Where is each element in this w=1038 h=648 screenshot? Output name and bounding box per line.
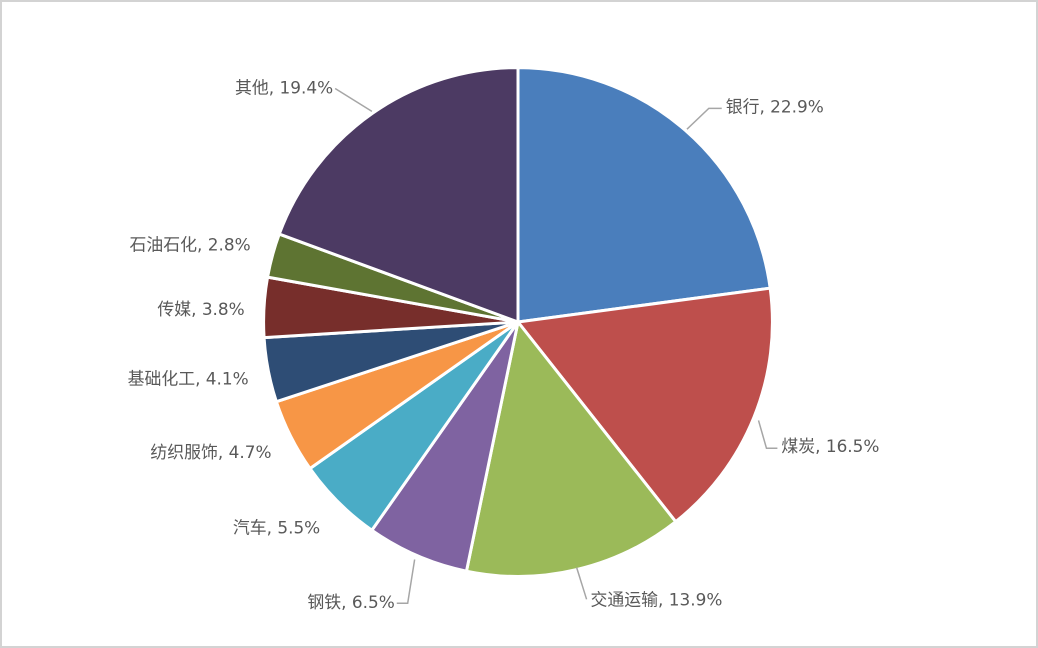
leader-line-9 <box>334 87 373 112</box>
slice-label-7: 传媒, 3.8% <box>157 299 244 319</box>
pie-slice-9 <box>277 66 520 324</box>
slice-label-8: 石油石化, 2.8% <box>130 234 251 254</box>
leader-line-1 <box>757 420 778 449</box>
leader-line-3 <box>396 559 416 605</box>
slice-label-6: 基础化工, 4.1% <box>128 369 249 389</box>
slice-label-9: 其他, 19.4% <box>235 77 333 97</box>
slice-label-3: 钢铁, 6.5% <box>307 592 394 612</box>
slice-label-1: 煤炭, 16.5% <box>781 436 879 456</box>
slice-label-4: 汽车, 5.5% <box>233 518 320 538</box>
leader-line-0 <box>686 107 722 130</box>
slice-label-2: 交通运输, 13.9% <box>591 589 723 609</box>
slice-label-5: 纺织服饰, 4.7% <box>150 442 271 462</box>
leader-line-2 <box>575 567 588 600</box>
pie-slice-1 <box>516 286 774 524</box>
slice-label-0: 银行, 22.9% <box>726 96 824 116</box>
pie-slice-0 <box>516 66 772 324</box>
